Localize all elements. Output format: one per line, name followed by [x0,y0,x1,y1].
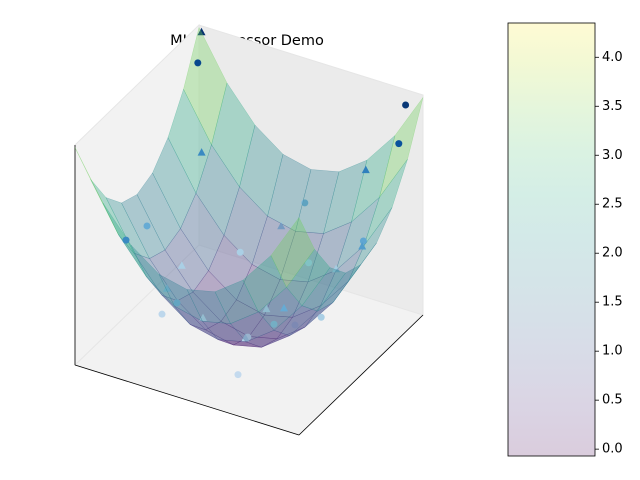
colorbar-tick-label: 2.5 [602,197,623,212]
scatter-triangle [361,165,370,174]
colorbar-tick-label: 4.0 [602,50,623,65]
colorbar-tick-label: 2.0 [602,246,623,261]
scatter-triangle [199,313,207,322]
scatter-triangle [241,333,250,342]
scatter-triangle [177,261,186,269]
scatter-point [402,101,410,109]
scatter-point [236,248,244,256]
colorbar-tick-label: 0.5 [602,393,623,408]
colorbar-tick-label: 3.5 [602,99,623,114]
scatter-point [234,371,242,379]
scatter-point [143,222,151,230]
scatter-triangle [197,27,206,36]
scatter-triangle [163,284,171,292]
colorbar-tick-label: 1.0 [602,344,623,359]
colorbar [507,22,596,457]
axis-line [74,364,300,436]
axis-line [298,314,424,436]
scatter-point [317,313,325,321]
scatter-triangle [277,221,286,230]
colorbar-tick-label: 0.0 [602,442,623,457]
scatter-point [173,299,181,307]
scatter-point [122,236,130,244]
scatter-point [291,321,299,329]
colorbar-tick-label: 1.5 [602,295,623,310]
scatter-point [305,259,313,267]
scatter-point [395,140,403,148]
scatter-point [359,237,367,245]
scatter-triangle [280,303,288,312]
scatter-triangle [262,304,271,313]
scatter-triangle [197,148,206,156]
scatter-triangle [358,242,367,250]
scatter-point [194,59,202,67]
surface-patch [270,217,315,288]
scatter-point [158,310,166,318]
scatter-point [270,320,278,328]
colorbar-tick-label: 3.0 [602,148,623,163]
